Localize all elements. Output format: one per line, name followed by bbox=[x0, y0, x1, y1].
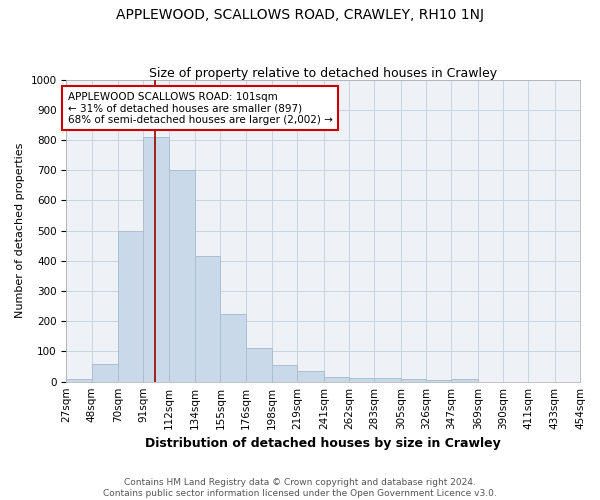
Bar bbox=[324, 377, 349, 382]
Bar bbox=[401, 380, 426, 382]
Bar bbox=[195, 256, 220, 382]
Text: APPLEWOOD, SCALLOWS ROAD, CRAWLEY, RH10 1NJ: APPLEWOOD, SCALLOWS ROAD, CRAWLEY, RH10 … bbox=[116, 8, 484, 22]
X-axis label: Distribution of detached houses by size in Crawley: Distribution of detached houses by size … bbox=[145, 437, 501, 450]
Title: Size of property relative to detached houses in Crawley: Size of property relative to detached ho… bbox=[149, 66, 497, 80]
Bar bbox=[374, 378, 401, 382]
Bar bbox=[349, 378, 374, 382]
Bar bbox=[92, 364, 118, 382]
Bar bbox=[426, 380, 451, 382]
Bar bbox=[118, 230, 143, 382]
Bar bbox=[67, 380, 92, 382]
Bar bbox=[169, 170, 195, 382]
Bar bbox=[272, 365, 298, 382]
Bar bbox=[451, 380, 478, 382]
Bar bbox=[220, 314, 245, 382]
Bar bbox=[298, 371, 324, 382]
Bar bbox=[245, 348, 272, 382]
Text: Contains HM Land Registry data © Crown copyright and database right 2024.
Contai: Contains HM Land Registry data © Crown c… bbox=[103, 478, 497, 498]
Y-axis label: Number of detached properties: Number of detached properties bbox=[15, 143, 25, 318]
Bar bbox=[143, 137, 169, 382]
Text: APPLEWOOD SCALLOWS ROAD: 101sqm
← 31% of detached houses are smaller (897)
68% o: APPLEWOOD SCALLOWS ROAD: 101sqm ← 31% of… bbox=[68, 92, 332, 125]
